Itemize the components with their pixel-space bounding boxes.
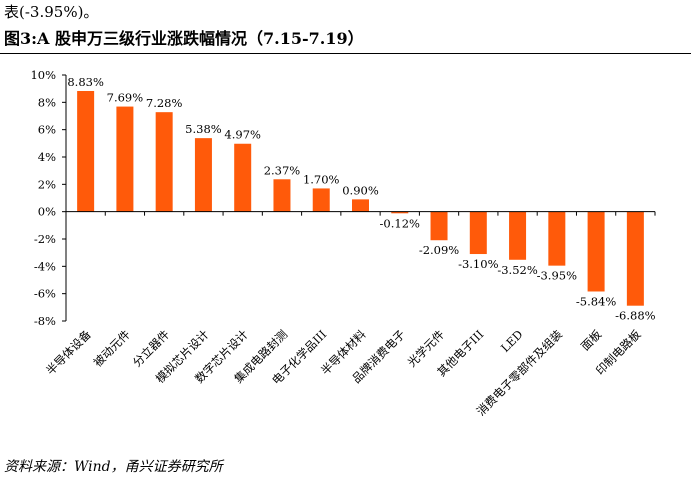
figure-title: 图3:A 股申万三级行业涨跌幅情况（7.15-7.19） (4, 29, 364, 48)
bar (312, 188, 330, 212)
value-label: 7.69% (107, 91, 144, 105)
value-label: -3.10% (458, 257, 498, 271)
value-label: 0.90% (342, 183, 379, 197)
y-tick-label: -8% (34, 314, 56, 328)
value-labels: 8.83%7.69% 7.28%5.38% 4.97% 2.37%1.70%0.90%… (67, 75, 655, 323)
bar (116, 106, 134, 212)
bar-chart-svg: 10% 8% 6% 4% 2% 0% -2% -4% -6% -8% 8.83%7.69% 7.28… (30, 68, 656, 419)
y-tick-label: 0% (38, 205, 56, 219)
category-label: LED (498, 327, 526, 355)
bar (234, 143, 252, 212)
bar (391, 211, 409, 214)
bar (194, 138, 212, 212)
value-label: -3.95% (537, 269, 577, 283)
value-label: 8.83% (67, 75, 104, 89)
value-label: -5.84% (576, 294, 616, 308)
y-tick-label: 6% (38, 123, 56, 137)
y-tick-label: -2% (34, 232, 56, 246)
bar (587, 211, 605, 292)
y-tick-label: -6% (34, 287, 56, 301)
value-label: 5.38% (185, 122, 222, 136)
category-label: 面板 (578, 327, 605, 354)
bar (626, 211, 644, 306)
category-label: 半导体设备 (43, 327, 94, 378)
y-tick-label: 4% (38, 150, 56, 164)
bar (509, 211, 527, 260)
intro-text-fragment: 表(-3.95%)。 (4, 3, 99, 21)
category-labels: 半导体设备被动元件分立器件模拟芯片设计数字芯片设计集成电路封测电子化学品III半… (43, 327, 644, 419)
y-axis: 10% 8% 6% 4% 2% 0% -2% -4% -6% -8% (30, 68, 67, 328)
bar (155, 112, 173, 212)
value-label: 2.37% (264, 163, 301, 177)
bar (430, 211, 448, 241)
y-tick-label: 2% (38, 177, 56, 191)
bar (273, 179, 291, 212)
value-label: -0.12% (380, 216, 420, 230)
y-tick-label: 8% (38, 95, 56, 109)
value-label: -2.09% (419, 243, 459, 257)
value-label: 1.70% (303, 172, 340, 186)
value-label: -3.52% (497, 263, 537, 277)
value-label: 7.28% (146, 96, 183, 110)
y-tick-label: -4% (34, 259, 56, 273)
value-label: -6.88% (615, 309, 655, 323)
category-label: 被动元件 (91, 327, 133, 369)
bar (77, 90, 95, 212)
source-note: 资料来源：Wind，甬兴证券研究所 (4, 459, 223, 475)
bar (469, 211, 487, 255)
value-label: 4.97% (224, 128, 261, 142)
y-tick-label: 10% (30, 68, 56, 82)
x-axis (65, 211, 656, 216)
bar (548, 211, 566, 266)
bar (352, 199, 369, 212)
bars (77, 90, 644, 306)
bar-chart: 10% 8% 6% 4% 2% 0% -2% -4% -6% -8% 8.83% 7.69% 7.28… (0, 56, 691, 450)
title-divider (0, 53, 691, 54)
